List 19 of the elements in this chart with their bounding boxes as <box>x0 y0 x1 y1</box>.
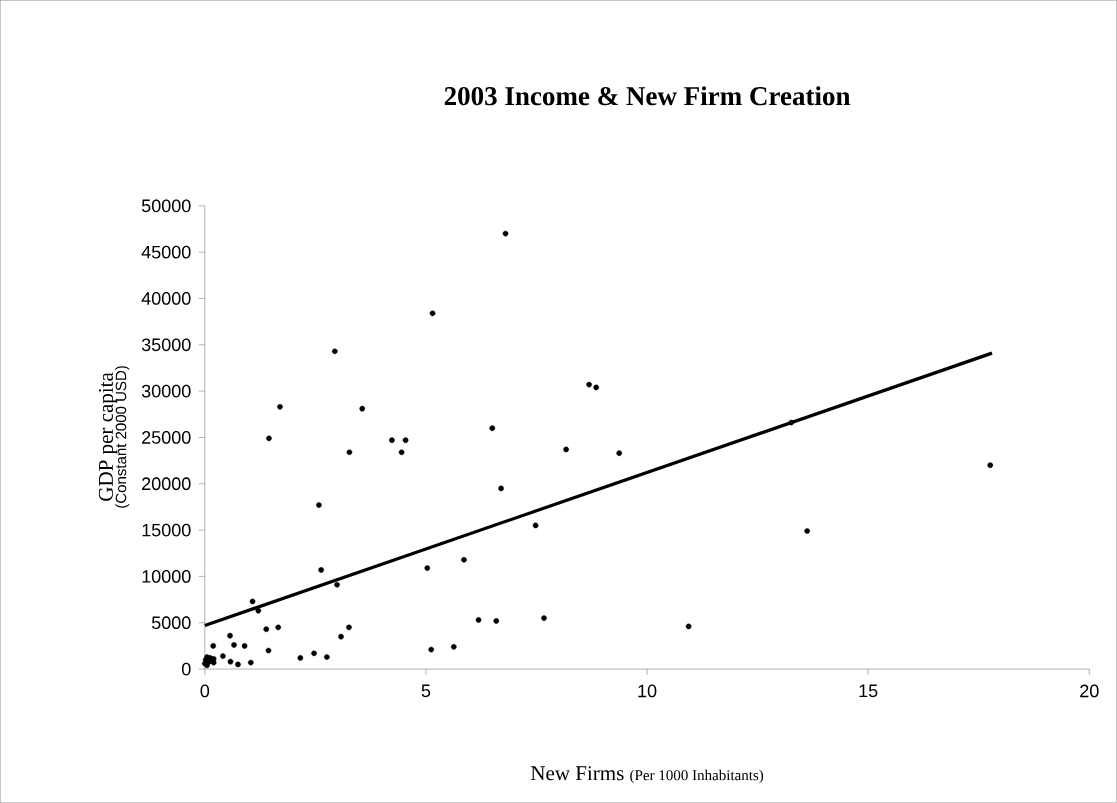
y-tick-label: 30000 <box>141 384 191 398</box>
y-tick-label: 15000 <box>142 523 191 537</box>
x-tick-label: 20 <box>1080 684 1099 698</box>
y-tick-label: 5000 <box>151 616 191 630</box>
y-tick-label: 20000 <box>142 477 191 491</box>
y-tick-label: 45000 <box>141 245 191 259</box>
y-tick-label: 0 <box>181 662 191 676</box>
y-tick-label: 40000 <box>141 292 191 305</box>
y-tick-label: 25000 <box>142 431 191 444</box>
chart-title: 2003 Income & New Firm Creation <box>444 86 851 106</box>
y-tick-label: 35000 <box>141 338 191 352</box>
y-tick-label: 50000 <box>141 199 191 213</box>
y-tick-label: 10000 <box>142 570 191 583</box>
x-axis-title: New Firms <box>530 766 624 781</box>
x-tick-label: 5 <box>421 684 431 698</box>
x-tick-label: 0 <box>200 684 210 698</box>
text: (Per 1000 Inhabitants) <box>630 769 764 784</box>
x-tick-label: 15 <box>859 684 878 698</box>
x-tick-label: 10 <box>638 684 657 698</box>
